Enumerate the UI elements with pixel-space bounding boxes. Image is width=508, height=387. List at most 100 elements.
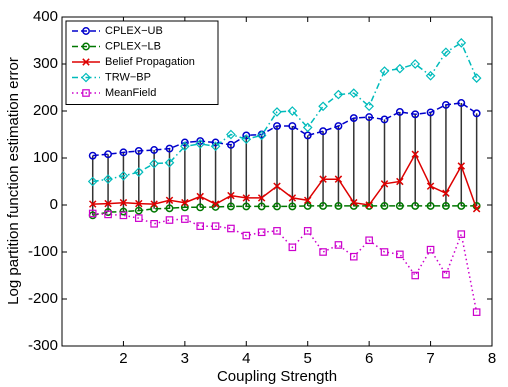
- marker: [273, 227, 281, 235]
- marker: [180, 141, 190, 152]
- marker: [379, 66, 390, 76]
- marker: [288, 202, 297, 211]
- y-tick-label: -100: [28, 243, 58, 260]
- legend-marker: [82, 89, 90, 97]
- marker: [88, 209, 97, 218]
- marker: [165, 196, 174, 205]
- marker: [303, 196, 312, 205]
- marker: [395, 201, 404, 210]
- marker: [150, 146, 159, 154]
- marker: [134, 206, 143, 215]
- marker: [365, 113, 374, 122]
- x-tick-label: 5: [304, 350, 312, 367]
- marker: [272, 107, 282, 117]
- x-axis-label: Coupling Strength: [217, 368, 337, 385]
- x-tick-label: 7: [426, 350, 434, 367]
- marker: [227, 224, 235, 233]
- y-tick-label: 100: [33, 149, 58, 166]
- marker: [257, 194, 266, 202]
- marker: [288, 122, 297, 130]
- marker: [103, 174, 113, 184]
- y-tick-label: -300: [28, 337, 58, 354]
- marker: [196, 222, 205, 230]
- y-tick-label: 300: [33, 55, 58, 72]
- marker: [426, 245, 435, 254]
- y-tick-label: -200: [28, 290, 58, 307]
- marker: [150, 220, 158, 228]
- x-tick-label: 4: [242, 350, 250, 367]
- marker: [303, 227, 312, 235]
- marker: [196, 192, 204, 201]
- marker: [134, 214, 143, 222]
- y-tick-label: 200: [33, 102, 58, 119]
- marker: [210, 141, 221, 152]
- marker: [365, 201, 374, 210]
- x-tick-label: 6: [365, 350, 373, 367]
- x-tick-label: 2: [119, 350, 127, 367]
- marker: [104, 210, 112, 219]
- marker: [273, 202, 281, 211]
- marker: [334, 175, 343, 183]
- marker: [211, 138, 220, 147]
- series-line: [92, 41, 478, 183]
- marker: [104, 150, 113, 159]
- marker: [380, 115, 389, 124]
- marker: [165, 144, 174, 153]
- marker: [287, 106, 298, 116]
- marker: [411, 110, 420, 119]
- marker: [410, 59, 421, 69]
- marker: [457, 162, 466, 170]
- marker: [273, 122, 281, 130]
- marker: [456, 38, 467, 48]
- marker: [242, 231, 251, 240]
- marker: [380, 180, 389, 188]
- marker: [150, 204, 159, 213]
- marker: [149, 158, 159, 169]
- y-tick-label: 400: [33, 8, 58, 25]
- legend-marker: [82, 42, 90, 51]
- marker: [350, 198, 358, 207]
- marker: [319, 127, 328, 136]
- marker: [242, 202, 251, 211]
- marker: [119, 148, 128, 157]
- marker: [348, 88, 359, 98]
- marker: [333, 89, 344, 100]
- marker: [180, 138, 189, 147]
- marker: [181, 215, 189, 223]
- marker: [273, 182, 281, 190]
- marker: [303, 201, 312, 210]
- marker: [226, 140, 235, 149]
- marker: [349, 114, 358, 123]
- marker: [211, 222, 220, 230]
- marker: [104, 199, 112, 208]
- legend-label: CPLEX−UB: [105, 25, 163, 37]
- marker: [119, 198, 128, 207]
- marker: [134, 147, 143, 155]
- series-line: [92, 152, 478, 210]
- marker: [226, 202, 235, 211]
- marker: [164, 157, 175, 168]
- marker: [396, 177, 404, 186]
- marker: [241, 134, 252, 145]
- legend-label: CPLEX−LB: [105, 40, 161, 52]
- marker: [365, 236, 373, 245]
- marker: [288, 194, 297, 202]
- legend-marker: [81, 72, 91, 83]
- marker: [472, 308, 481, 316]
- marker: [441, 100, 450, 109]
- marker: [380, 201, 389, 210]
- marker: [425, 70, 436, 81]
- marker: [165, 216, 174, 224]
- marker: [318, 101, 328, 112]
- marker: [334, 241, 343, 249]
- marker: [457, 99, 466, 107]
- marker: [472, 109, 481, 118]
- legend-marker: [82, 58, 90, 66]
- marker: [242, 131, 251, 140]
- legend-label: MeanField: [105, 87, 156, 99]
- marker: [288, 243, 297, 252]
- marker: [441, 201, 450, 210]
- legend-marker: [82, 27, 90, 35]
- legend-label: Belief Propagation: [105, 56, 195, 68]
